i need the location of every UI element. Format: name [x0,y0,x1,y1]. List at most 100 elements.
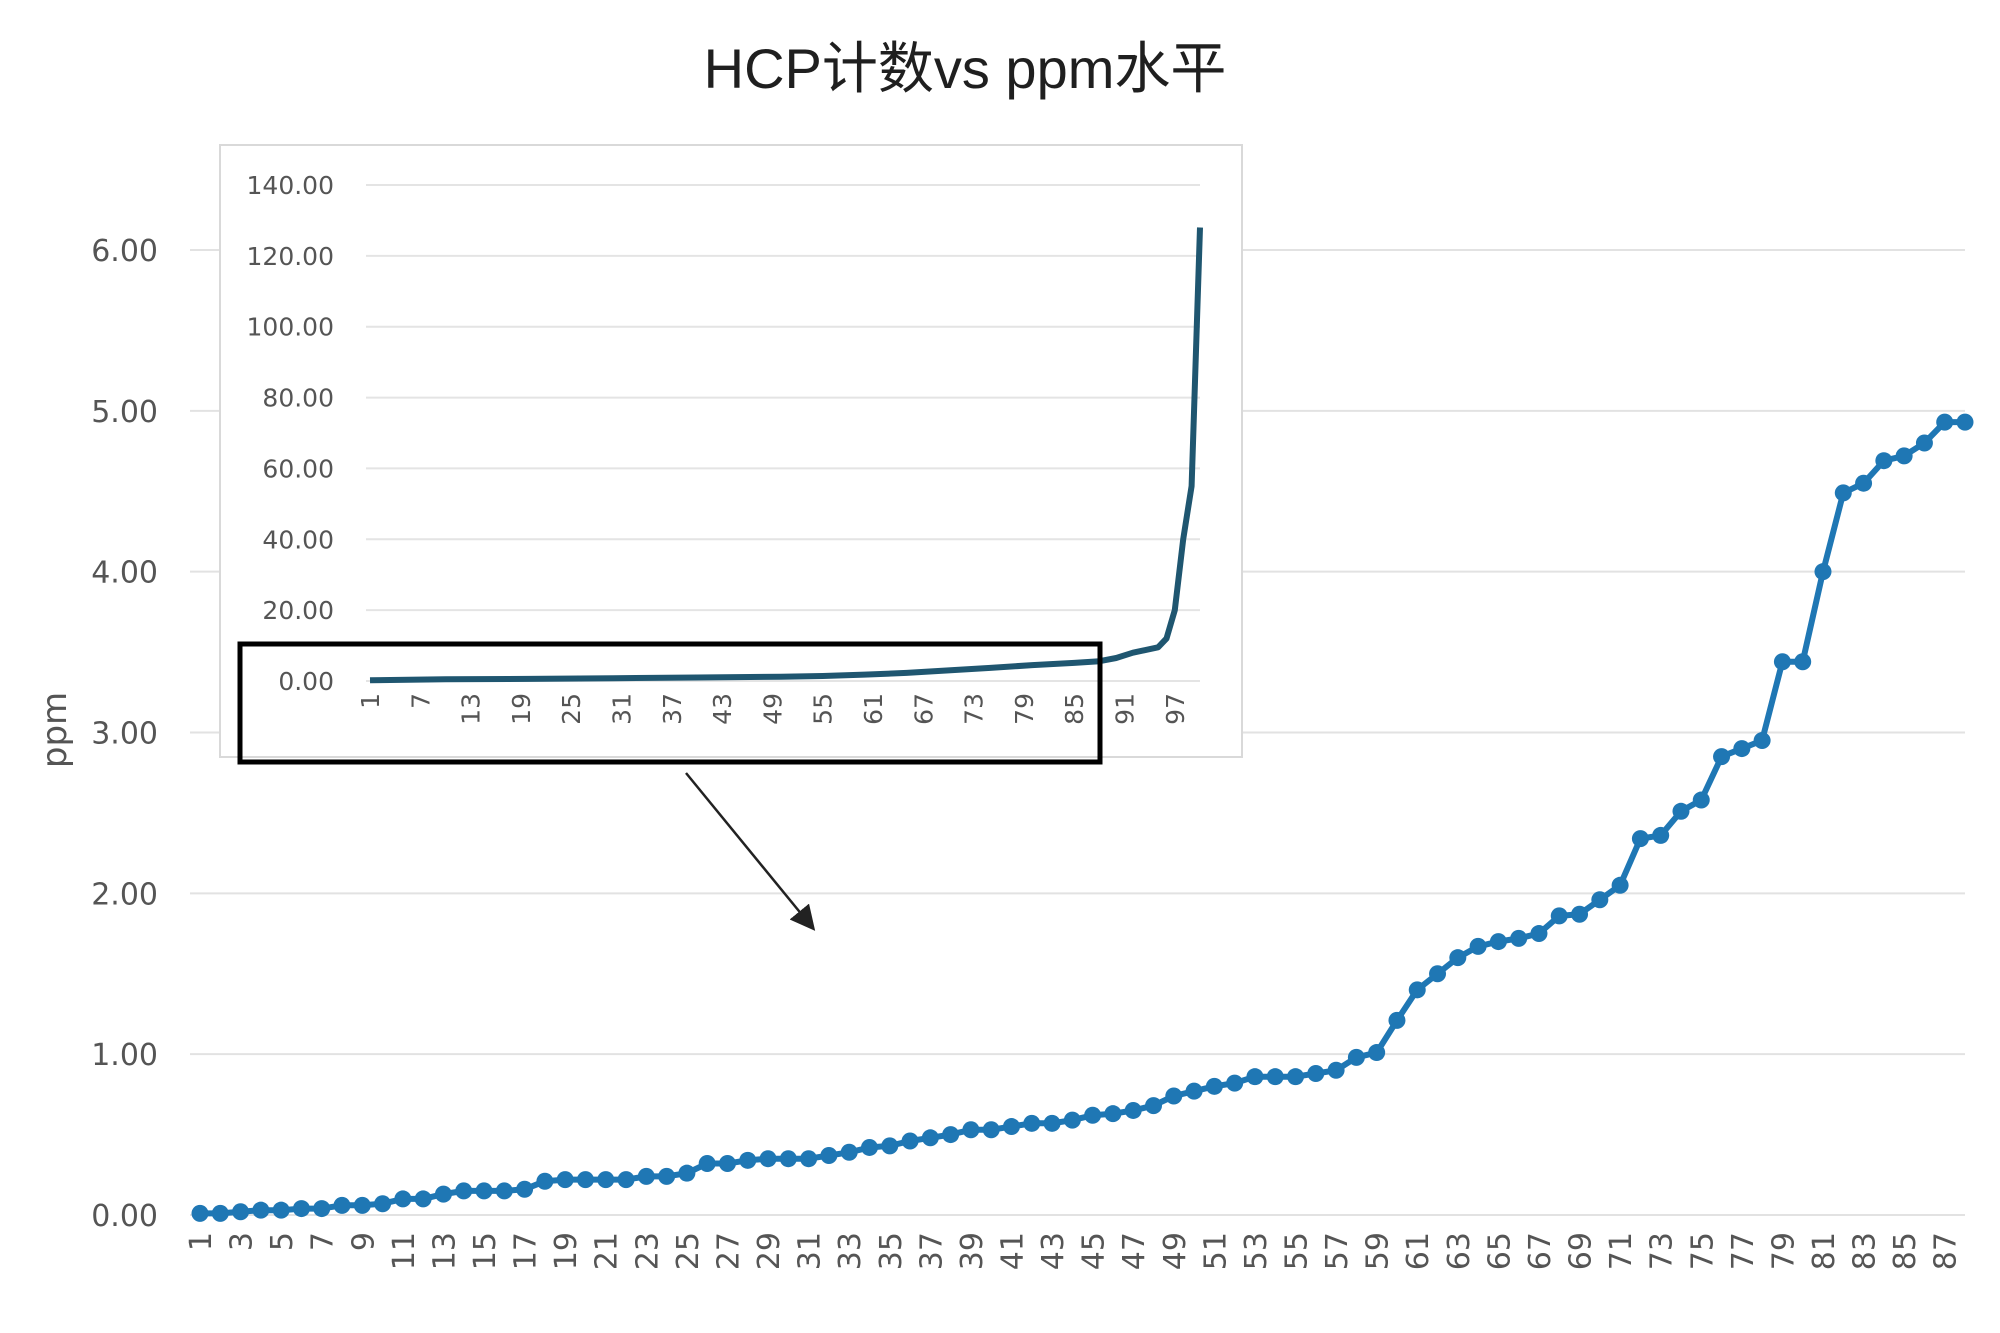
main-x-tick-label: 83 [1848,1232,1883,1270]
main-x-tick-label: 1 [184,1232,219,1251]
inset-x-tick-label: 1 [356,693,385,709]
main-data-point [1713,748,1731,766]
inset-chart-frame [219,144,1243,758]
inset-x-tick-label: 61 [859,693,888,725]
main-data-point [1794,653,1812,671]
main-x-tick-label: 27 [711,1232,746,1270]
inset-x-tick-label: 37 [658,693,687,725]
main-series [191,413,1974,1222]
main-data-point [860,1138,878,1156]
main-x-tick-label: 23 [630,1232,665,1270]
main-x-tick-label: 31 [793,1232,828,1270]
inset-series [369,227,1203,684]
y-axis-label: ppm [35,692,75,768]
main-data-point [1956,413,1974,431]
main-data-point [1915,434,1933,452]
inset-y-tick-label: 0.00 [278,667,334,696]
main-data-point [698,1155,716,1173]
inset-x-tick-label: 91 [1111,693,1140,725]
inset-x-tick-label: 55 [809,693,838,725]
main-data-point [779,1150,797,1168]
main-x-tick-label: 79 [1766,1232,1801,1270]
main-x-tick-label: 21 [590,1232,625,1270]
main-data-point [516,1180,534,1198]
main-x-tick-label: 67 [1523,1232,1558,1270]
main-data-point [1408,981,1426,999]
main-x-tick-label: 85 [1888,1232,1923,1270]
inset-x-tick-label: 19 [507,693,536,725]
main-data-point [1165,1087,1183,1105]
main-x-tick-label: 59 [1361,1232,1396,1270]
main-data-point [942,1126,960,1144]
main-data-point [1631,830,1649,848]
main-data-point [1895,447,1913,465]
main-x-tick-label: 33 [833,1232,868,1270]
main-data-point [1489,933,1507,951]
inset-y-tick-label: 40.00 [262,525,334,554]
main-data-point [1368,1044,1386,1062]
main-data-point [1530,925,1548,943]
main-data-point [1814,563,1832,581]
main-data-point [576,1171,594,1189]
inset-series-line [369,227,1203,684]
main-x-tick-label: 61 [1401,1232,1436,1270]
main-y-tick-label: 3.00 [91,717,158,752]
main-data-point [394,1190,412,1208]
main-x-tick-label: 65 [1482,1232,1517,1270]
zoom-arrow [685,772,816,931]
main-x-tick-label: 43 [1036,1232,1071,1270]
main-data-point [921,1129,939,1147]
main-y-tick-label: 5.00 [91,395,158,430]
main-data-point [1936,413,1954,431]
main-data-point [1875,452,1893,470]
inset-y-tick-label: 60.00 [262,454,334,483]
main-x-tick-label: 63 [1442,1232,1477,1270]
main-y-tick-label: 2.00 [91,877,158,912]
main-x-tick-label: 45 [1077,1232,1112,1270]
inset-gridlines [366,184,1200,682]
inset-x-tick-label: 73 [960,693,989,725]
main-x-tick-label: 17 [509,1232,544,1270]
main-data-point [495,1182,513,1200]
main-data-point [1672,802,1690,820]
inset-x-tick-label: 25 [557,693,586,725]
main-data-point [1185,1082,1203,1100]
main-data-point [1388,1011,1406,1029]
main-data-point [353,1196,371,1214]
main-x-tick-label: 19 [549,1232,584,1270]
main-data-point [1084,1106,1102,1124]
inset-y-tick-label: 80.00 [262,384,334,413]
main-x-tick-label: 87 [1929,1232,1964,1270]
main-data-point [1652,826,1670,844]
main-data-point [881,1137,899,1155]
main-data-point [1449,949,1467,967]
inset-x-tick-label: 67 [909,693,938,725]
main-x-tick-label: 35 [874,1232,909,1270]
main-data-point [556,1171,574,1189]
inset-x-tick-label: 97 [1161,693,1190,725]
main-data-point [1591,891,1609,909]
main-data-point [1571,905,1589,923]
main-data-point [1246,1068,1264,1086]
main-data-point [678,1164,696,1182]
main-data-point [759,1150,777,1168]
inset-x-tick-label: 13 [457,693,486,725]
main-data-point [272,1201,290,1219]
main-data-point [1834,484,1852,502]
main-data-point [1327,1061,1345,1079]
main-data-point [820,1146,838,1164]
main-data-point [617,1171,635,1189]
main-data-point [739,1151,757,1169]
main-data-point [1753,732,1771,750]
main-data-point [191,1204,209,1222]
main-x-tick-label: 49 [1158,1232,1193,1270]
main-x-tick-label: 81 [1807,1232,1842,1270]
main-data-point [333,1196,351,1214]
main-x-tick-label: 73 [1645,1232,1680,1270]
main-data-point [434,1185,452,1203]
main-data-point [1307,1064,1325,1082]
main-x-tick-label: 9 [346,1232,381,1251]
main-x-tick-label: 15 [468,1232,503,1270]
main-data-point [901,1132,919,1150]
main-data-point [800,1150,818,1168]
